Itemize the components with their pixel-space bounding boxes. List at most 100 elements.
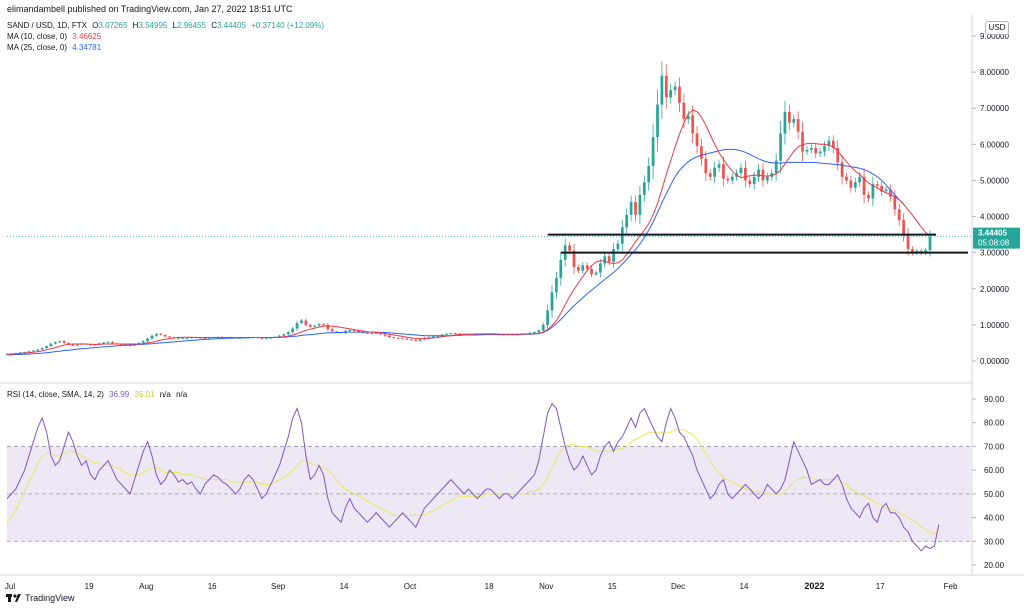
rsi-tick-label: 50.00 [984, 490, 1005, 499]
candle-body [396, 337, 400, 339]
candle-body [27, 351, 31, 353]
candle-body [673, 86, 677, 91]
candle-body [18, 352, 22, 354]
footer-brand-label: TradingView [25, 593, 75, 603]
legend-ma10-row: MA (10, close, 0) 3.46625 [7, 32, 101, 41]
candle-body [603, 256, 607, 264]
candle-body [326, 324, 330, 330]
candle-body [357, 330, 360, 333]
candle-body [840, 162, 844, 177]
candle-body [757, 169, 760, 177]
candle-body [146, 338, 150, 342]
candle-body [660, 75, 664, 105]
candle-body [796, 119, 800, 132]
candle-body [700, 146, 703, 159]
candle-body [656, 104, 659, 138]
price-tag-countdown: 05:08:08 [978, 239, 1010, 248]
candle-body [155, 333, 158, 336]
candle-body [431, 336, 435, 338]
price-tag-bg [973, 227, 1020, 249]
candle-body [568, 245, 571, 251]
candle-body [792, 119, 796, 123]
candle-body [282, 334, 286, 336]
candle-body [401, 338, 404, 340]
time-tick-label: 2022 [804, 581, 824, 591]
candle-body [49, 343, 53, 347]
candle-body [440, 334, 444, 336]
legend-na-1: n/a [159, 390, 171, 399]
candle-body [313, 325, 317, 327]
candle-body [761, 169, 765, 181]
candle-body [449, 333, 453, 335]
candle-body [678, 86, 681, 103]
price-tick-label: 0.00000 [980, 357, 1009, 366]
legend-low-label: L [172, 21, 178, 30]
candle-body [58, 341, 62, 343]
time-tick-label: 16 [208, 582, 217, 591]
candle-body [119, 344, 123, 346]
candle-body [168, 336, 171, 338]
candle-body [805, 149, 809, 152]
candle-body [278, 335, 281, 337]
candle-body [704, 158, 708, 174]
candle-body [638, 194, 642, 215]
candle-body [585, 265, 589, 269]
candle-body [418, 339, 422, 341]
candle-body [528, 332, 532, 334]
candle-body [809, 147, 813, 150]
legend-open-label: O [92, 21, 99, 30]
time-tick-label: Aug [139, 582, 153, 591]
candle-body [739, 167, 743, 174]
candle-body [594, 272, 598, 275]
candle-body [414, 340, 418, 342]
time-tick-label: 19 [85, 582, 94, 591]
candle-body [647, 166, 651, 183]
rsi-tick-label: 80.00 [984, 419, 1005, 428]
candle-body [748, 180, 752, 185]
candle-body [128, 345, 132, 347]
candle-body [642, 182, 646, 195]
candle-body [546, 310, 549, 325]
candle-body [691, 115, 695, 134]
candle-body [260, 337, 264, 339]
candle-body [766, 176, 769, 181]
legend-close: 3.44405 [216, 21, 246, 30]
legend-rsi-sma: 35.01 [134, 390, 155, 399]
legend-ma10-value: 3.46625 [72, 32, 102, 41]
candle-body [550, 292, 554, 311]
price-tick-label: 7.00000 [980, 104, 1009, 113]
candle-body [730, 176, 734, 181]
candle-body [612, 249, 615, 262]
price-tick-label: 6.00000 [980, 140, 1009, 149]
legend-ma25-value: 4.34781 [72, 43, 102, 52]
candle-body [379, 332, 382, 335]
rsi-tick-label: 30.00 [984, 537, 1005, 546]
candle-body [203, 337, 207, 339]
candle-body [181, 337, 185, 339]
candle-body [269, 337, 273, 339]
candle-body [348, 329, 352, 332]
candle-body [686, 115, 690, 120]
candle-body [713, 167, 716, 177]
legend-rsi-label: RSI (14, close, SMA, 14, 2) [7, 390, 104, 399]
candle-body [383, 334, 387, 336]
published-caption: elimandambell published on TradingView.c… [7, 4, 293, 14]
legend-ma10-label: MA (10, close, 0) [7, 32, 68, 41]
candle-body [163, 335, 167, 337]
candle-body [150, 335, 154, 339]
legend-close-label: C [211, 21, 217, 30]
legend-symbol-row: SAND / USD, 1D, FTX O3.07265 H3.54995 L2… [7, 21, 324, 30]
candle-body [911, 249, 914, 253]
candle-body [374, 332, 378, 334]
candle-body [445, 333, 448, 335]
currency-button[interactable]: USD [985, 21, 1009, 35]
candle-body [291, 328, 295, 333]
candle-body [629, 202, 633, 215]
candle-body [572, 250, 576, 268]
candle-body [875, 184, 879, 186]
candle-body [664, 75, 668, 98]
candle-body [53, 342, 57, 344]
price-tick-label: 2.00000 [980, 285, 1009, 294]
footer-brand[interactable]: TradingView [6, 593, 75, 603]
